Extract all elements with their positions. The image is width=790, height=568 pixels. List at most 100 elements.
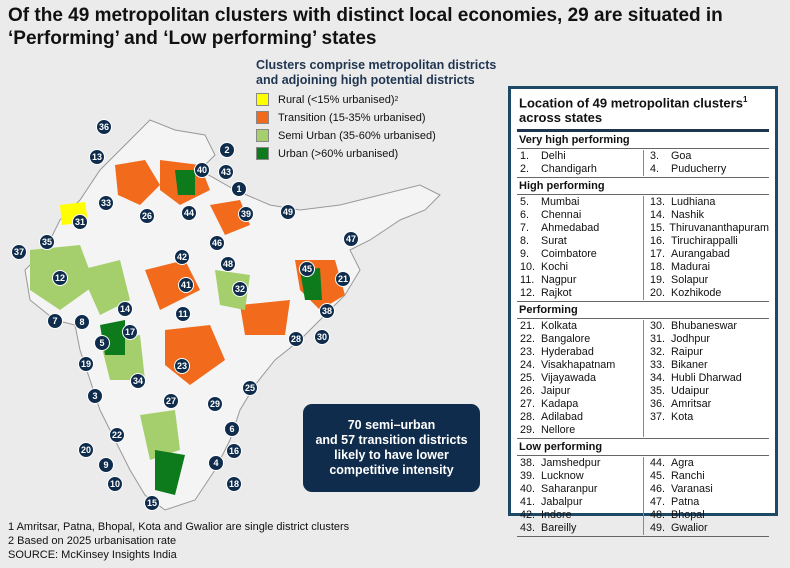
legend-label: Rural (<15% urbanised): [278, 93, 395, 106]
cluster-marker: [98, 457, 114, 473]
cluster-marker-label: 48: [223, 259, 233, 269]
clusters-table: Location of 49 metropolitan clusters1 acr…: [508, 86, 778, 538]
cluster-item: 38. Jamshedpur: [520, 457, 601, 470]
cluster-marker-label: 9: [103, 460, 108, 470]
cluster-marker-label: 49: [283, 207, 293, 217]
cluster-marker-label: 11: [178, 309, 188, 319]
cluster-item: 20. Kozhikode: [650, 287, 722, 300]
cluster-marker-label: 16: [229, 446, 239, 456]
cluster-marker-label: 12: [55, 273, 65, 283]
cluster-marker-label: 37: [14, 247, 24, 257]
cluster-marker: [226, 476, 242, 492]
cluster-item: 14. Nashik: [650, 209, 705, 222]
cluster-item: 8. Surat: [520, 235, 567, 248]
cluster-item: 23. Hyderabad: [520, 346, 594, 359]
cluster-item: 41. Jabalpur: [520, 496, 583, 509]
cluster-item: 6. Chennai: [520, 209, 582, 222]
cluster-marker: [139, 208, 155, 224]
cluster-marker: [280, 204, 296, 220]
footnote: 2 Based on 2025 urbanisation rate: [8, 535, 177, 547]
cluster-marker: [144, 495, 160, 511]
cluster-item: 25. Vijayawada: [520, 372, 597, 385]
cluster-marker-label: 47: [346, 234, 356, 244]
cluster-marker-label: 45: [302, 264, 312, 274]
cluster-item: 27. Kadapa: [520, 398, 579, 411]
cluster-item: 45. Ranchi: [650, 470, 705, 483]
legend-title: Clusters comprise metropolitan districts…: [256, 58, 497, 87]
cluster-marker: [343, 231, 359, 247]
cluster-marker: [74, 314, 90, 330]
cluster-marker-label: 2: [224, 145, 229, 155]
cluster-marker-label: 35: [42, 237, 52, 247]
cluster-marker-label: 3: [92, 391, 97, 401]
legend-label: Transition (15-35% urbanised): [278, 111, 426, 124]
section-rows: 38. Jamshedpur 39. Lucknow 40. Saharanpur 41. J…: [517, 456, 769, 538]
cluster-item: 40. Saharanpur: [520, 483, 598, 496]
cluster-item: 31. Jodhpur: [650, 333, 711, 346]
cluster-item: 12. Rajkot: [520, 287, 572, 300]
cluster-marker: [130, 373, 146, 389]
cluster-item: 7. Ahmedabad: [520, 222, 600, 235]
cluster-marker: [208, 455, 224, 471]
cluster-marker: [319, 303, 335, 319]
cluster-item: 9. Coimbatore: [520, 248, 597, 261]
cluster-marker-label: 28: [291, 334, 301, 344]
cluster-item: 16. Tiruchirappalli: [650, 235, 738, 248]
cluster-marker-label: 7: [52, 316, 57, 326]
map-legend: Clusters comprise metropolitan districts…: [256, 58, 516, 160]
section-header: Very high performing: [517, 132, 769, 150]
cluster-marker: [299, 261, 315, 277]
cluster-item: 47. Patna: [650, 496, 700, 509]
cluster-marker: [218, 164, 234, 180]
cluster-item: 1. Delhi: [520, 150, 566, 163]
cluster-item: 5. Mumbai: [520, 196, 580, 209]
cluster-marker: [117, 301, 133, 317]
cluster-marker-label: 31: [75, 217, 85, 227]
cluster-marker-label: 4: [213, 458, 218, 468]
cluster-marker-label: 44: [184, 208, 194, 218]
cluster-item: 28. Adilabad: [520, 411, 584, 424]
cluster-marker-label: 8: [79, 317, 84, 327]
cluster-item: 33. Bikaner: [650, 359, 708, 372]
cluster-item: 39. Lucknow: [520, 470, 584, 483]
transition-swatch: [256, 111, 269, 124]
section-rows: 1. Delhi 2. Chandigarh 3. Goa 4. Puducherry: [517, 149, 769, 179]
cluster-item: 30. Bhubaneswar: [650, 320, 738, 333]
cluster-item: 24. Visakhapatnam: [520, 359, 616, 372]
cluster-item: 35. Udaipur: [650, 385, 709, 398]
cluster-item: 42. Indore: [520, 509, 572, 522]
cluster-marker: [220, 256, 236, 272]
cluster-item: 29. Nellore: [520, 424, 576, 437]
cluster-marker: [78, 356, 94, 372]
callout-line: 70 semi–urban: [347, 418, 436, 432]
cluster-marker-label: 21: [338, 274, 348, 284]
cluster-item: 10. Kochi: [520, 261, 569, 274]
cluster-marker: [209, 235, 225, 251]
cluster-marker: [194, 162, 210, 178]
cluster-marker: [107, 476, 123, 492]
cluster-marker-label: 6: [229, 424, 234, 434]
cluster-marker: [122, 324, 138, 340]
cluster-item: 4. Puducherry: [650, 163, 727, 176]
cluster-item: 11. Nagpur: [520, 274, 577, 287]
footnotes: 1 Amritsar, Patna, Bhopal, Kota and Gwal…: [8, 520, 349, 562]
cluster-marker: [335, 271, 351, 287]
cluster-marker: [47, 313, 63, 329]
cluster-marker: [87, 388, 103, 404]
page-title: Of the 49 metropolitan clusters with dis…: [8, 5, 723, 49]
cluster-marker-label: 43: [221, 167, 231, 177]
cluster-item: 26. Jaipur: [520, 385, 571, 398]
cluster-marker: [174, 358, 190, 374]
legend-label: Semi Urban (35-60% urbanised): [278, 129, 436, 142]
cluster-item: 3. Goa: [650, 150, 692, 163]
cluster-item: 49. Gwalior: [650, 522, 708, 535]
footnote: 1 Amritsar, Patna, Bhopal, Kota and Gwal…: [8, 521, 350, 533]
section-rows: 21. Kolkata 22. Bangalore 23. Hyderabad 24. Vis…: [517, 319, 769, 440]
cluster-marker: [39, 234, 55, 250]
rural-swatch: [256, 93, 269, 106]
section-header: Performing: [517, 302, 769, 320]
cluster-marker-label: 30: [317, 332, 327, 342]
cluster-marker-label: 10: [110, 479, 120, 489]
